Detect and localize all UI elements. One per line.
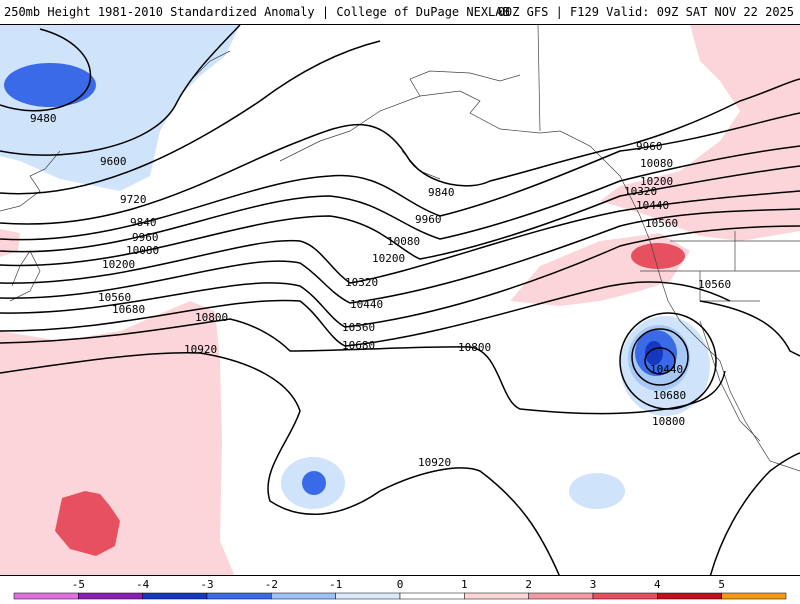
- colorbar-tick-label: 0: [397, 578, 404, 591]
- contour-10440: [0, 208, 800, 304]
- contour-label-10440-center: 10440: [350, 298, 383, 311]
- contour-10320: [0, 190, 800, 284]
- colorbar-tick-label: 4: [654, 578, 661, 591]
- contour-label-10080-east: 10080: [640, 157, 673, 170]
- contour-label-10320-east: 10320: [624, 185, 657, 198]
- contour-label-9960: 9960: [132, 231, 159, 244]
- colorbar-swatch: [464, 592, 529, 600]
- negative-anomaly-south: [569, 473, 625, 509]
- contour-label-10560-east: 10560: [645, 217, 678, 230]
- contour-10680: [0, 281, 731, 347]
- colorbar-swatch: [335, 592, 401, 600]
- colorbar-swatch: [13, 592, 79, 600]
- contour-cutoff-low-inner: [631, 328, 689, 386]
- contour-label-9840: 9840: [130, 216, 157, 229]
- colorbar-tick-label: -3: [200, 578, 213, 591]
- colorbar-swatch: [271, 592, 336, 600]
- contour-label-10080-center: 10080: [387, 235, 420, 248]
- contour-10800-upper: [0, 318, 726, 415]
- contour-label-10680: 10680: [112, 303, 145, 316]
- contour-label-10560-inland: 10560: [698, 278, 731, 291]
- contour-label-10920-south: 10920: [418, 456, 451, 469]
- colorbar-swatch: [721, 592, 787, 600]
- contour-10920-east: [709, 452, 800, 575]
- positive-anomaly-southwest: [0, 301, 235, 575]
- colorbar-tick-label: -2: [265, 578, 278, 591]
- colorbar-ticks: -5 -4 -3 -2 -1 0 1 2 3 4 5: [72, 578, 725, 591]
- colorbar: -5 -4 -3 -2 -1 0 1 2 3 4 5: [0, 576, 800, 600]
- cutoff-low-center-label: 10440: [650, 363, 683, 376]
- negative-anomaly-northwest-core: [4, 63, 96, 107]
- colorbar-tick-label: 5: [718, 578, 725, 591]
- positive-anomaly-southwest-core: [55, 491, 120, 556]
- contour-label-10200-center: 10200: [372, 252, 405, 265]
- positive-anomaly-northeast: [600, 25, 800, 241]
- contour-9960: [0, 112, 800, 241]
- colorbar-swatches: [13, 592, 787, 600]
- colorbar-tick-label: 1: [461, 578, 468, 591]
- contour-label-10680-low: 10680: [653, 389, 686, 402]
- colorbar-swatch: [528, 592, 594, 600]
- negative-anomaly-central-pacific-core: [302, 471, 326, 495]
- contour-label-9480: 9480: [30, 112, 57, 125]
- contour-9480: [0, 28, 92, 112]
- contour-10080: [0, 145, 800, 253]
- colorbar-tick-label: -5: [72, 578, 85, 591]
- contour-label-10920: 10920: [184, 343, 217, 356]
- colorbar-tick-label: 2: [525, 578, 532, 591]
- contour-label-10200: 10200: [102, 258, 135, 271]
- contour-label-10440-east: 10440: [636, 199, 669, 212]
- contour-9840: [0, 78, 800, 225]
- contour-label-9600: 9600: [100, 155, 127, 168]
- colorbar-swatch: [657, 592, 722, 600]
- contour-10200: [0, 165, 800, 267]
- contour-labels: 9480 9600 9720 9840 9960 10080 10200 105…: [30, 112, 731, 469]
- contour-label-9960-center: 9960: [415, 213, 442, 226]
- contour-cutoff-low-outer: [619, 312, 717, 410]
- model-run-valid-time: 00Z GFS | F129 Valid: 09Z SAT NOV 22 202…: [497, 5, 794, 19]
- contour-label-9840-center: 9840: [428, 186, 455, 199]
- height-contours: [0, 25, 800, 575]
- colorbar-swatch: [206, 592, 272, 600]
- contour-label-10800-east: 10800: [458, 341, 491, 354]
- colorbar-swatch: [399, 592, 465, 600]
- contour-9600: [0, 25, 241, 156]
- contour-label-10320-center: 10320: [345, 276, 378, 289]
- contour-label-10800-low: 10800: [652, 415, 685, 428]
- contour-label-10560: 10560: [98, 291, 131, 304]
- colorbar-swatch: [78, 592, 143, 600]
- weather-map: 9480 9600 9720 9840 9960 10080 10200 105…: [0, 24, 800, 576]
- contour-10920: [0, 352, 560, 575]
- map-title: 250mb Height 1981-2010 Standardized Anom…: [4, 5, 510, 19]
- contour-9720: [0, 40, 381, 195]
- colorbar-tick-label: 3: [590, 578, 597, 591]
- anomaly-shading: [0, 25, 800, 575]
- contour-label-9960-east: 9960: [636, 140, 663, 153]
- contour-10560: [0, 225, 800, 328]
- contour-cutoff-low-core: [644, 347, 676, 375]
- colorbar-tick-label: -4: [136, 578, 150, 591]
- positive-anomaly-left-edge: [0, 229, 20, 257]
- colorbar-tick-label: -1: [329, 578, 342, 591]
- negative-anomaly-cutoff-low-core: [645, 341, 663, 365]
- contour-label-10560-center: 10560: [342, 321, 375, 334]
- map-canvas: 9480 9600 9720 9840 9960 10080 10200 105…: [0, 25, 800, 575]
- positive-anomaly-coast-core: [631, 243, 685, 269]
- contour-label-10200-east: 10200: [640, 175, 673, 188]
- colorbar-swatch: [142, 592, 208, 600]
- map-header: 250mb Height 1981-2010 Standardized Anom…: [0, 0, 800, 24]
- colorbar-swatch: [592, 592, 658, 600]
- contour-label-10680-center: 10680: [342, 339, 375, 352]
- contour-label-10800: 10800: [195, 311, 228, 324]
- contour-label-10080: 10080: [126, 244, 159, 257]
- colorbar-svg: -5 -4 -3 -2 -1 0 1 2 3 4 5: [13, 578, 787, 600]
- contour-label-9720: 9720: [120, 193, 147, 206]
